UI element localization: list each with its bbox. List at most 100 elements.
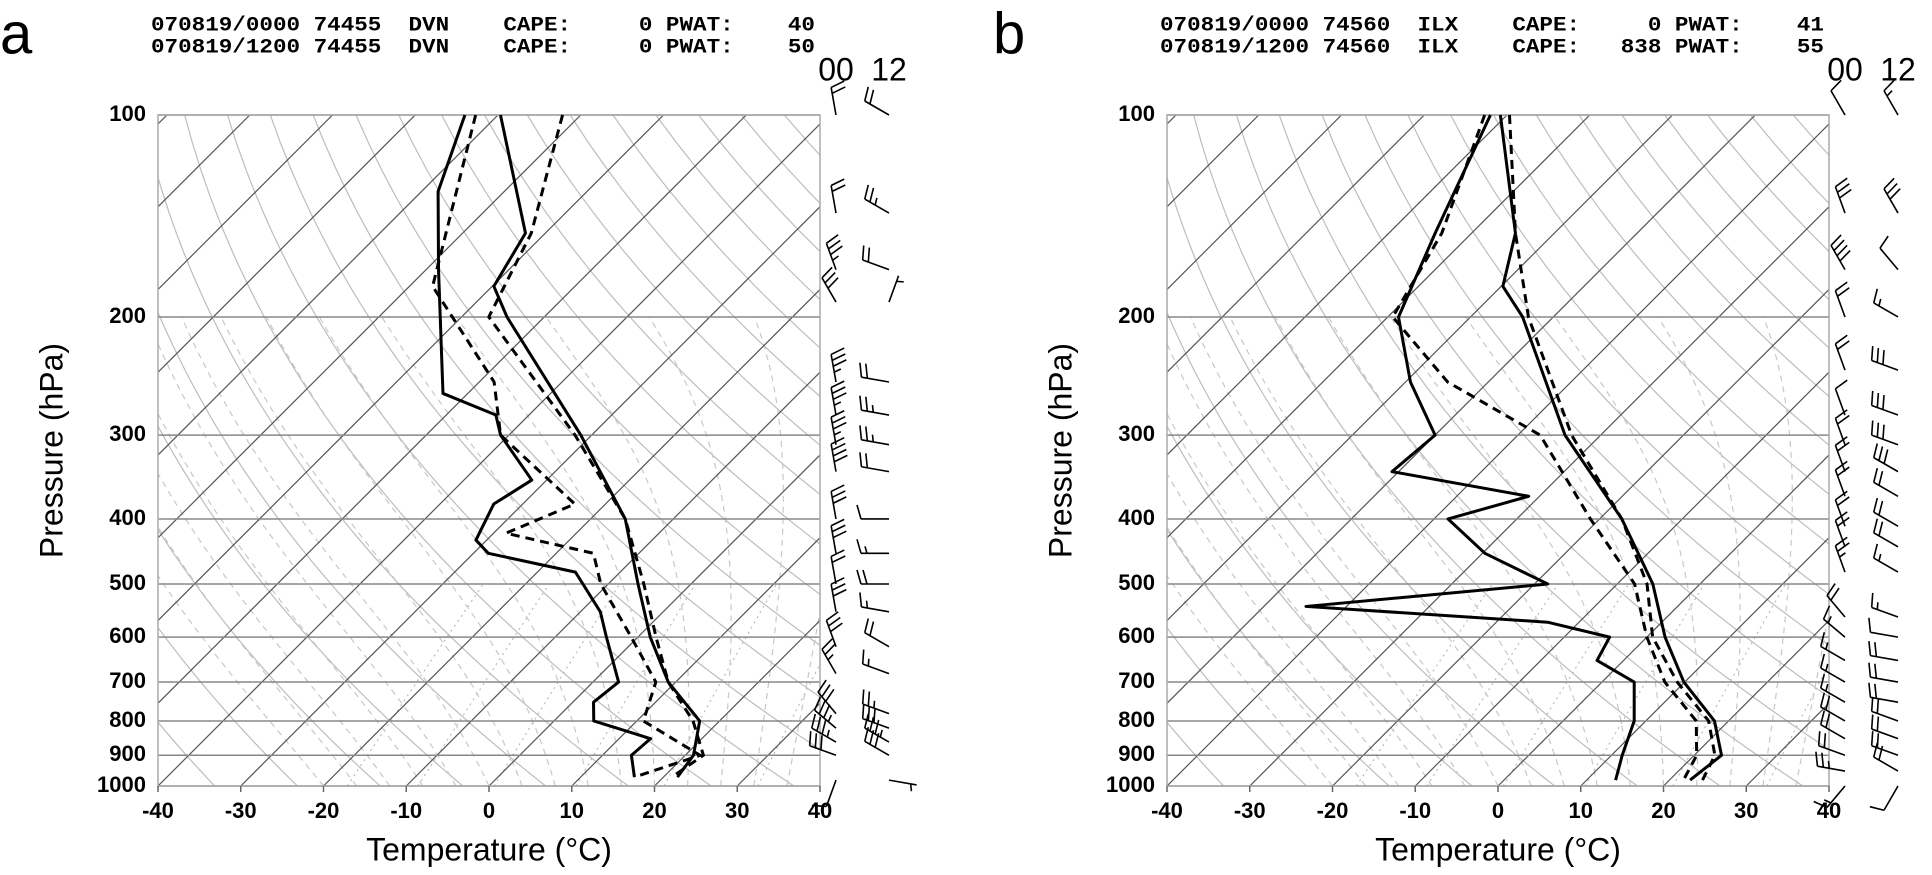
dry-adiabat	[158, 424, 464, 786]
wind-barb	[1819, 710, 1846, 740]
y-axis-title: Pressure (hPa)	[33, 343, 69, 558]
moist-adiabat	[1762, 316, 1793, 786]
wind-barb	[861, 689, 890, 715]
y-tick-label: 800	[109, 707, 146, 732]
y-tick-label: 200	[1118, 303, 1155, 328]
isotherm	[1580, 536, 1829, 786]
wind-barb	[1870, 592, 1899, 618]
wind-barb	[830, 549, 846, 585]
wind-barb	[1883, 177, 1901, 214]
isotherm	[323, 288, 820, 786]
wind-barb	[1872, 518, 1899, 548]
isotherm	[1167, 115, 1508, 456]
dry-adiabat	[1792, 115, 1829, 156]
sounding-line	[492, 114, 702, 779]
wind-barb	[1819, 692, 1846, 722]
wind-barb	[811, 779, 837, 808]
x-tick-label: 0	[483, 798, 495, 823]
wind-barb	[863, 618, 890, 648]
x-tick-label: -30	[225, 798, 257, 823]
station-header: 070819/1200 74560 ILX CAPE: 838 PWAT: 55	[1160, 36, 1824, 59]
x-tick-label: -20	[1317, 798, 1349, 823]
wind-barb	[1830, 79, 1846, 116]
dry-adiabat	[569, 115, 820, 398]
dry-adiabat	[312, 115, 820, 698]
dry-adiabat	[1578, 115, 1829, 398]
isotherm	[1249, 205, 1829, 786]
moist-adiabat	[1167, 342, 1466, 786]
dry-adiabat	[1167, 424, 1473, 786]
wind-barb	[821, 638, 837, 675]
panel-label: b	[993, 1, 1025, 66]
wind-barb	[1872, 742, 1899, 772]
isotherm	[1167, 115, 1591, 539]
moist-adiabat	[1390, 316, 1631, 786]
isotherm	[405, 371, 820, 786]
wind-barb	[1834, 281, 1850, 318]
dry-adiabat	[441, 115, 820, 545]
wind-barb	[1868, 662, 1899, 683]
isotherm	[1167, 115, 1756, 705]
x-tick-label: -20	[308, 798, 340, 823]
dry-adiabat	[526, 115, 820, 446]
isotherm	[1167, 115, 1425, 374]
wind-barb	[859, 362, 890, 383]
dry-adiabat	[1664, 115, 1829, 301]
x-tick-label: -40	[1151, 798, 1183, 823]
moist-adiabat	[158, 525, 358, 786]
wind-barb	[830, 178, 846, 214]
wind-barb	[1819, 673, 1846, 703]
station-header: 070819/1200 74455 DVN CAPE: 0 PWAT: 50	[151, 36, 815, 59]
wind-barb	[1870, 420, 1899, 446]
dry-adiabat	[870, 115, 1932, 786]
mixing-ratio-line	[575, 583, 696, 786]
moist-adiabat	[1167, 412, 1433, 786]
x-tick-label: 20	[1651, 798, 1675, 823]
isotherm	[158, 123, 820, 786]
wind-barb	[859, 425, 890, 446]
wind-barb	[1819, 632, 1846, 662]
dry-adiabat	[1535, 115, 1829, 446]
wind-barb	[810, 713, 837, 743]
wind-barb	[808, 731, 837, 757]
isotherm	[571, 536, 820, 786]
dry-adiabat	[848, 115, 1058, 786]
wind-barb	[1830, 234, 1851, 271]
wind-barb	[1870, 714, 1899, 740]
wind-barb	[1883, 79, 1899, 116]
x-axis-title: Temperature (°C)	[1375, 831, 1621, 867]
wind-barb	[1872, 543, 1899, 573]
panel-label: a	[0, 1, 33, 66]
wind-column-label: 00	[1827, 51, 1863, 87]
x-tick-label: 20	[642, 798, 666, 823]
wind-barb	[1870, 345, 1899, 371]
dry-adiabat	[158, 626, 298, 786]
wind-column-label: 00	[818, 51, 854, 87]
y-tick-label: 200	[109, 303, 146, 328]
wind-barb	[863, 726, 890, 756]
dry-adiabat	[1364, 115, 1829, 647]
dry-adiabat	[783, 115, 820, 156]
y-tick-label: 500	[1118, 570, 1155, 595]
wind-barb	[863, 86, 890, 116]
wind-barb	[861, 245, 890, 271]
dry-adiabat	[1321, 115, 1829, 698]
isotherm	[1332, 288, 1829, 786]
wind-barb	[861, 649, 890, 675]
wind-barb	[856, 569, 889, 585]
dry-adiabat	[269, 115, 820, 751]
dry-adiabat	[158, 310, 547, 786]
isotherm	[1497, 454, 1829, 786]
dry-adiabat	[158, 721, 216, 786]
sounding-line	[436, 114, 653, 778]
isotherm	[1167, 115, 1673, 622]
plot-frame	[1166, 114, 1830, 787]
dry-adiabat	[398, 115, 820, 596]
dry-adiabat	[740, 115, 820, 205]
wind-barb	[1834, 460, 1850, 497]
wind-barb	[830, 484, 847, 520]
isotherm	[158, 115, 664, 622]
isotherm	[240, 205, 820, 786]
x-tick-label: 30	[1734, 798, 1758, 823]
sounding-line	[1507, 114, 1717, 781]
